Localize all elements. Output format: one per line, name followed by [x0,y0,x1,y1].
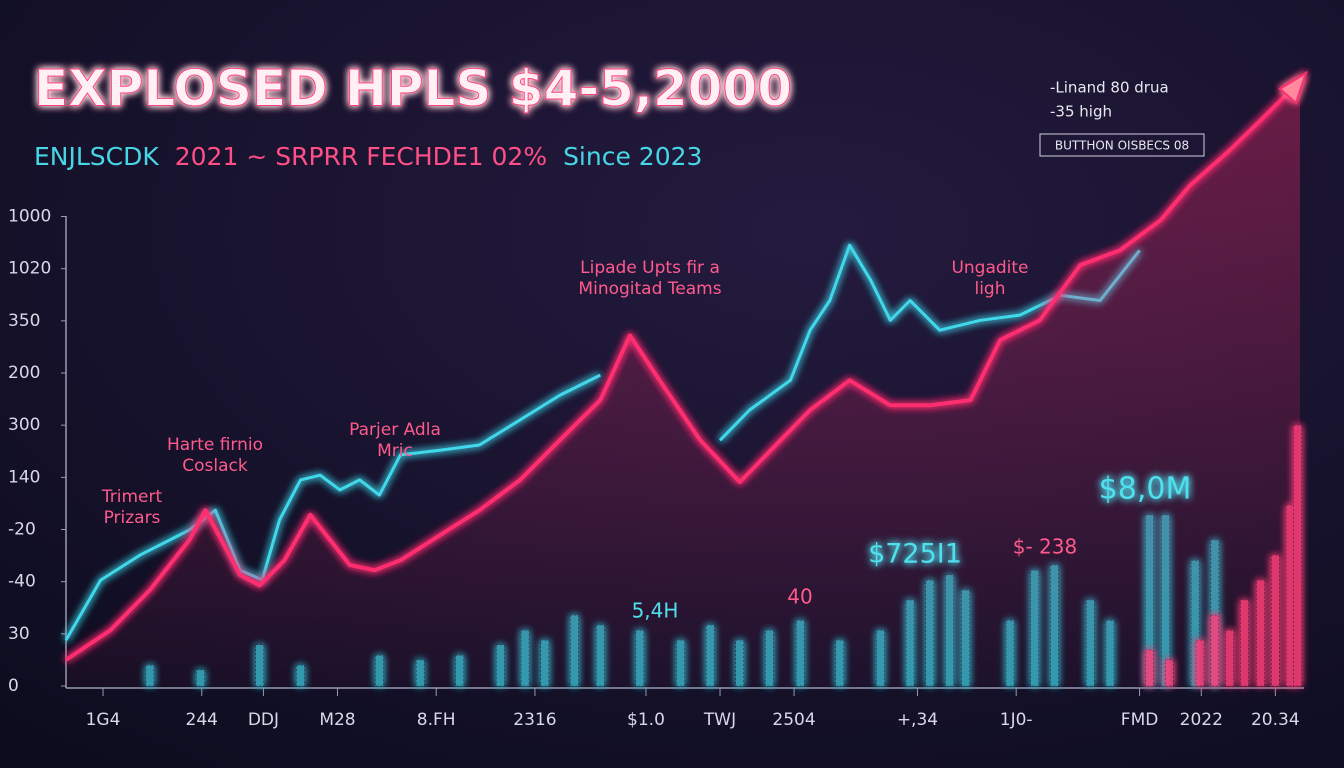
y-tick-label: 140 [8,467,40,487]
y-tick-label: 200 [8,363,40,383]
line-area [66,80,1300,686]
annotation: Prizars [104,508,161,528]
x-tick-label: 244 [186,710,218,730]
line [64,243,1141,641]
x-tick-label: 1G4 [86,710,121,730]
annotation: Ungadite [951,258,1028,278]
annotation: 5,4H [632,599,679,623]
x-tick-label: M28 [319,710,355,730]
y-tick-label: 350 [8,311,40,331]
annotation: Coslack [182,456,248,476]
y-tick-label: -20 [8,520,36,540]
annotation: $- 238 [1013,535,1077,559]
annotation: Parjer Adla [349,420,441,440]
y-tick-label: -40 [8,572,36,592]
y-tick-label: 30 [8,624,30,644]
annotation: 40 [787,585,812,609]
annotation: Harte firnio [167,435,263,455]
subtitle-part: ENJLSCDK [34,142,159,171]
x-tick-label: 2022 [1180,710,1223,730]
annotation: Trimert [101,487,163,507]
legend-button: BUTTHON OISBECS 08 [1055,139,1189,153]
x-tick-label: TWJ [703,710,736,730]
annotation: Minogitad Teams [578,279,721,299]
subtitle-part: 2021 ~ SRPRR FECHDE1 02% [175,142,547,171]
y-tick-label: 300 [8,415,40,435]
x-tick-label: 8.FH [417,710,456,730]
arrow-head [1278,70,1308,105]
x-tick-label: 20.34 [1251,710,1300,730]
x-tick-label: +,34 [897,710,938,730]
y-tick-label: 0 [8,676,19,696]
y-tick-label: 1000 [8,207,51,227]
chart-subtitle: ENJLSCDK 2021 ~ SRPRR FECHDE1 02% Since … [34,142,702,171]
legend-box: -Linand 80 drua -35 high BUTTHON OISBECS… [1039,79,1205,157]
x-tick-label: $1.0 [627,710,665,730]
annotation: Lipade Upts fir a [580,258,720,278]
annotation: $8,0M [1099,472,1192,507]
subtitle-part: Since 2023 [563,142,702,171]
annotation: ligh [974,279,1005,299]
x-tick-label: 2504 [772,710,815,730]
legend-button-frame [1039,133,1205,157]
line [64,79,1302,662]
legend-line: -Linand 80 drua [1050,79,1169,97]
legend-line: -35 high [1050,103,1112,121]
y-tick-label: 1020 [8,259,51,279]
annotation: $725I1 [868,539,962,570]
chart-title: EXPLOSED HPLS $4-5,2000 [34,60,792,118]
x-tick-label: FMD [1121,710,1159,730]
x-tick-label: DDJ [248,710,279,730]
x-tick-label: 1J0- [1000,710,1033,730]
annotation: Mric [377,441,413,461]
x-tick-label: 2316 [513,710,556,730]
